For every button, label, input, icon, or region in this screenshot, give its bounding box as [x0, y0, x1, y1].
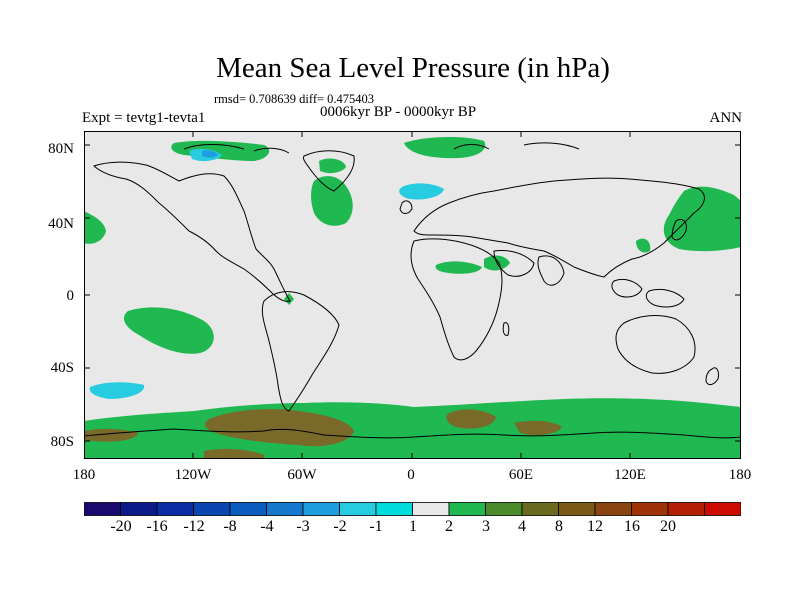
rmsd-diff-stats: rmsd= 0.708639 diff= 0.475403 — [214, 92, 375, 106]
anomaly-region — [319, 158, 346, 174]
south-america-coast — [261, 291, 340, 412]
lon-label-0: 0 — [407, 467, 415, 483]
eurasia-coast — [413, 177, 705, 278]
colorbar-label: -3 — [296, 518, 310, 535]
colorbar-label: -2 — [333, 518, 347, 535]
japan-coast — [671, 218, 687, 241]
lon-label-120w: 120W — [174, 467, 212, 483]
british-isles-coast — [399, 200, 413, 214]
colorbar-label: -1 — [369, 518, 383, 535]
lat-label-80n: 80N — [48, 141, 74, 157]
lon-label-60e: 60E — [508, 467, 534, 483]
anomaly-region — [435, 261, 482, 274]
lon-label-120e: 120E — [614, 467, 646, 483]
period-label: 0006kyr BP - 0000kyr BP — [320, 104, 477, 120]
chart-title: Mean Sea Level Pressure (in hPa) — [216, 52, 610, 84]
colorbar-box — [84, 502, 121, 516]
colorbar-label: 4 — [518, 518, 526, 535]
lat-label-40s: 40S — [50, 360, 74, 376]
coastlines — [84, 142, 741, 439]
colorbar-box — [120, 502, 158, 516]
colorbar-label: -20 — [110, 518, 132, 535]
colorbar-box — [448, 502, 486, 516]
india-coast — [537, 255, 565, 286]
axis-ticks — [84, 131, 741, 459]
colorbar-box — [521, 502, 559, 516]
colorbar-label: -8 — [223, 518, 237, 535]
season-label: ANN — [709, 110, 743, 126]
arabia-coast — [493, 250, 535, 277]
colorbar-label: 3 — [482, 518, 490, 535]
colorbar-box — [412, 502, 450, 516]
colorbar-box — [302, 502, 340, 516]
colorbar-box — [266, 502, 304, 516]
greenland-coast — [303, 150, 355, 192]
lat-label-80s: 80S — [50, 434, 74, 450]
colorbar-label: 20 — [660, 518, 676, 535]
experiment-label: Expt = tevtg1-tevta1 — [82, 110, 206, 126]
new-zealand-coast — [705, 367, 719, 386]
anomaly-region — [514, 420, 562, 435]
colorbar-label: 8 — [555, 518, 563, 535]
anomaly-region — [84, 211, 106, 244]
borneo-coast — [611, 278, 643, 298]
colorbar-box — [594, 502, 632, 516]
colorbar-label: 12 — [587, 518, 603, 535]
north-america-coast — [93, 161, 291, 302]
strong-decrease-regions — [202, 150, 218, 158]
colorbar-box — [339, 502, 377, 516]
colorbar-box — [229, 502, 267, 516]
colorbar-box — [667, 502, 705, 516]
colorbar-label: -4 — [260, 518, 274, 535]
colorbar-box — [631, 502, 669, 516]
colorbar-box — [558, 502, 596, 516]
colorbar-box — [375, 502, 413, 516]
anomaly-region — [311, 176, 353, 226]
lon-label-60w: 60W — [287, 467, 317, 483]
colorbar-label: -12 — [183, 518, 205, 535]
new-guinea-coast — [645, 288, 685, 308]
anomaly-region — [89, 382, 145, 399]
anomaly-region — [202, 150, 218, 158]
colorbar-label: 16 — [624, 518, 640, 535]
colorbar — [84, 502, 741, 516]
colorbar-label: 1 — [409, 518, 417, 535]
anomaly-region — [204, 448, 264, 459]
world-map — [84, 131, 741, 459]
colorbar-box — [193, 502, 231, 516]
lon-label-180e: 180 — [728, 467, 752, 483]
lat-label-eq: 0 — [66, 288, 75, 304]
anomaly-region — [446, 409, 496, 429]
anomaly-region — [123, 307, 214, 354]
arctic-islands-coast — [183, 142, 580, 154]
lon-label-180w: 180 — [72, 467, 96, 483]
lat-label-40n: 40N — [48, 216, 74, 232]
australia-coast — [615, 315, 696, 374]
anomaly-region — [636, 238, 651, 253]
colorbar-box — [704, 502, 741, 516]
antarctica-coast — [84, 428, 741, 439]
anomaly-region — [399, 183, 444, 200]
anomaly-region — [404, 137, 486, 159]
colorbar-label: -16 — [146, 518, 168, 535]
colorbar-box — [156, 502, 194, 516]
anomaly-region — [204, 409, 354, 447]
africa-coast — [410, 238, 503, 361]
colorbar-label: 2 — [445, 518, 453, 535]
colorbar-box — [485, 502, 523, 516]
madagascar-coast — [502, 322, 510, 336]
strong-increase-regions — [84, 409, 562, 459]
